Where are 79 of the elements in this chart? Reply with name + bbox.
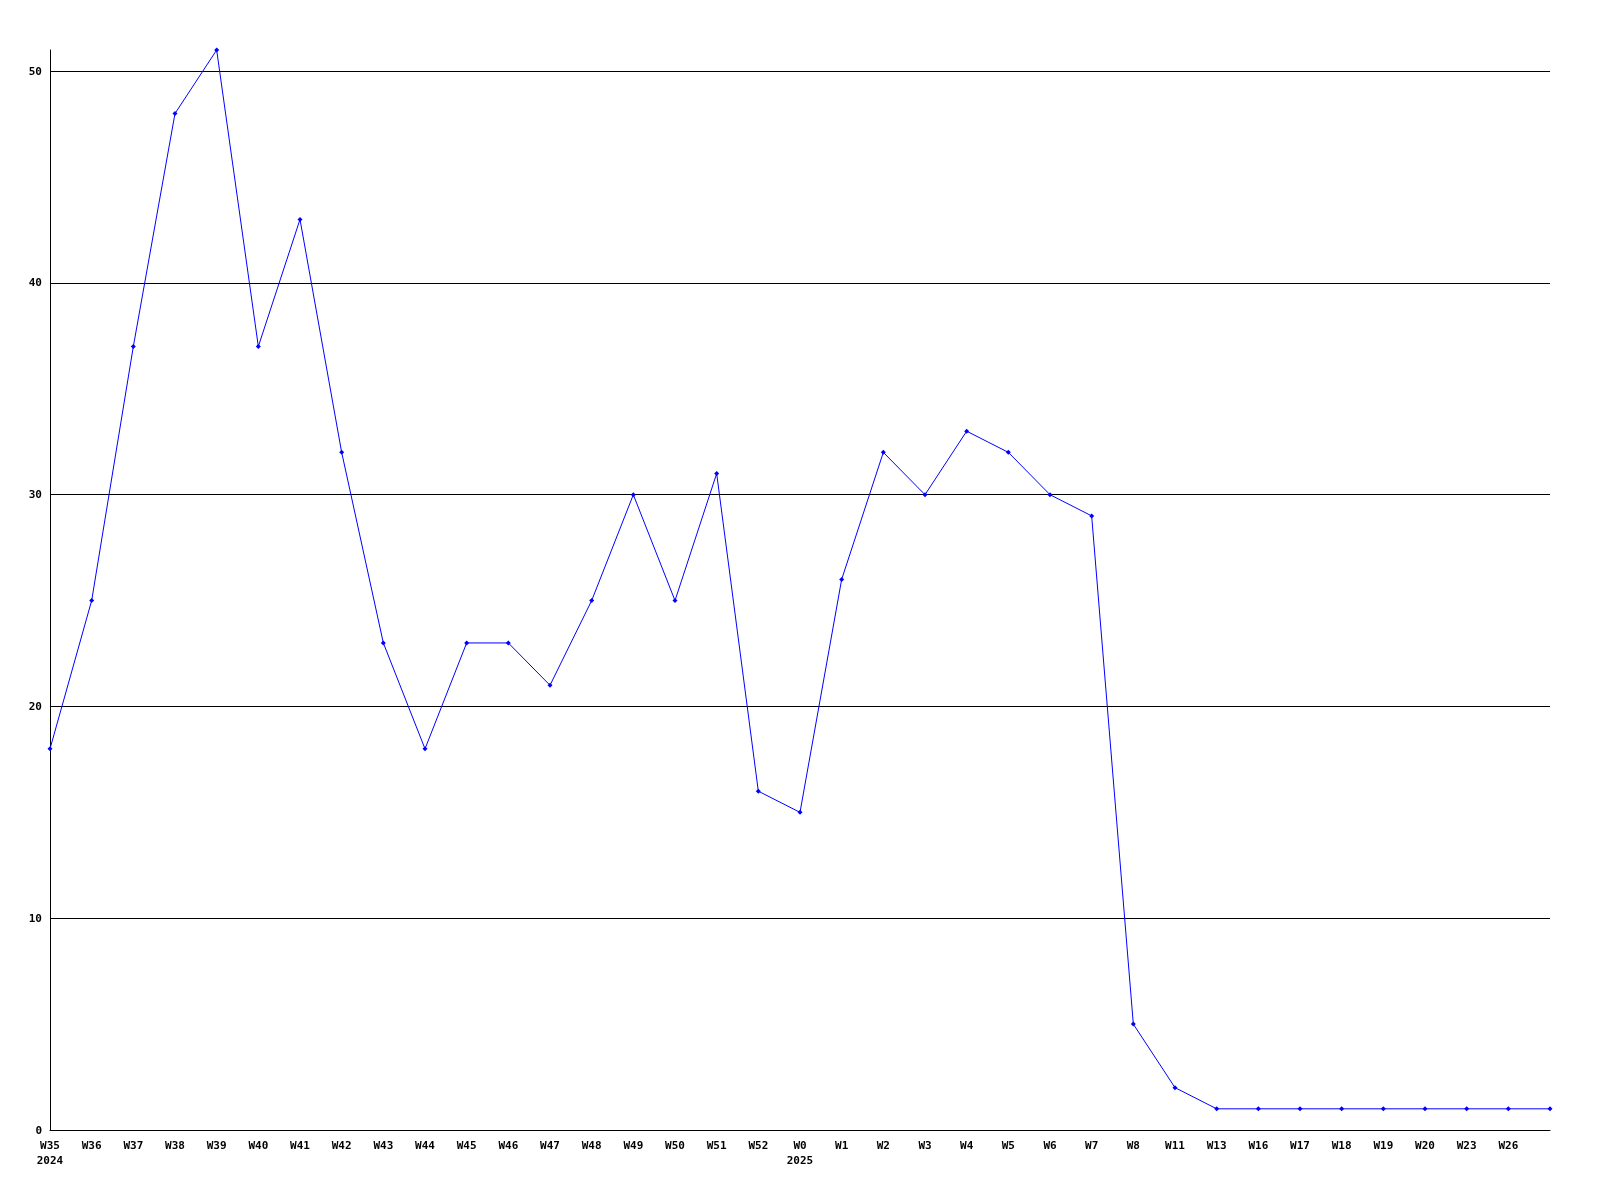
x-tick-label: W36	[81, 1139, 102, 1152]
x-tick-label: W2	[876, 1139, 890, 1152]
point	[89, 598, 95, 604]
point	[1380, 1106, 1386, 1112]
x-tick-label: W52	[748, 1139, 769, 1152]
x-tick-label: W51	[706, 1139, 727, 1152]
x-tick-label: W37	[123, 1139, 144, 1152]
x-tick-label: W3	[918, 1139, 932, 1152]
point	[297, 216, 303, 222]
y-tick-label: 50	[28, 64, 42, 78]
x-tick-label: W39	[206, 1139, 227, 1152]
point	[1505, 1106, 1511, 1112]
x-tick-label: W47	[540, 1139, 560, 1152]
point	[214, 47, 220, 53]
x-tick-label: W1	[835, 1139, 849, 1152]
point	[1214, 1106, 1220, 1112]
x-tick-label: W46	[498, 1139, 519, 1152]
point	[339, 449, 345, 455]
y-tick-label: 20	[28, 699, 42, 713]
point	[964, 428, 970, 434]
point	[1172, 1085, 1178, 1091]
x-tick-label: W18	[1331, 1139, 1352, 1152]
x-tick-label: W49	[623, 1139, 644, 1152]
x-tick-label: W5	[1001, 1139, 1015, 1152]
x-tick-label: W8	[1126, 1139, 1140, 1152]
point	[630, 492, 636, 498]
point	[1130, 1021, 1136, 1027]
x-tick-label: W4	[960, 1139, 974, 1152]
point	[1005, 449, 1011, 455]
point	[47, 746, 53, 752]
x-tick-label: W0 2025	[786, 1139, 814, 1167]
point	[422, 746, 428, 752]
point	[130, 343, 136, 349]
point	[1047, 492, 1053, 498]
point	[880, 449, 886, 455]
x-tick-label: W48	[581, 1139, 602, 1152]
point	[1297, 1106, 1303, 1112]
point	[797, 809, 803, 815]
point	[380, 640, 386, 646]
point	[672, 598, 678, 604]
x-tick-label: W45	[456, 1139, 477, 1152]
point	[1089, 513, 1095, 519]
y-tick-label: 40	[28, 276, 42, 290]
x-tick-label: W23	[1456, 1139, 1477, 1152]
x-tick-label: W6	[1043, 1139, 1057, 1152]
x-tick-label: W11	[1165, 1139, 1186, 1152]
point	[172, 111, 178, 117]
point	[505, 640, 511, 646]
x-tick-label: W38	[165, 1139, 185, 1152]
x-tick-label: W19	[1373, 1139, 1394, 1152]
point	[922, 492, 928, 498]
x-tick-label: W17	[1290, 1139, 1310, 1152]
x-tick-label: W20	[1415, 1139, 1435, 1152]
point	[1339, 1106, 1345, 1112]
x-tick-label: W43	[373, 1139, 394, 1152]
y-tick-label: 0	[35, 1123, 42, 1137]
x-tick-label: W13	[1206, 1139, 1227, 1152]
point	[255, 343, 261, 349]
x-tick-label: W44	[415, 1139, 436, 1152]
point	[1464, 1106, 1470, 1112]
x-tick-label: W7	[1085, 1139, 1099, 1152]
x-tick-label: W50	[665, 1139, 685, 1152]
point	[839, 576, 845, 582]
x-tick-label: W26	[1498, 1139, 1519, 1152]
point	[1255, 1106, 1261, 1112]
x-tick-label: W16	[1248, 1139, 1269, 1152]
point	[589, 598, 595, 604]
y-tick-label: 30	[28, 488, 42, 502]
x-tick-label: W42	[331, 1139, 352, 1152]
point	[464, 640, 470, 646]
point	[1547, 1106, 1553, 1112]
y-tick-label: 10	[28, 911, 42, 925]
x-tick-label: W41	[290, 1139, 311, 1152]
x-tick-label: W35 2024	[36, 1139, 64, 1167]
x-tick-label: W40	[248, 1139, 269, 1152]
point	[714, 471, 720, 477]
point	[1422, 1106, 1428, 1112]
point	[547, 682, 553, 688]
point	[755, 788, 761, 794]
